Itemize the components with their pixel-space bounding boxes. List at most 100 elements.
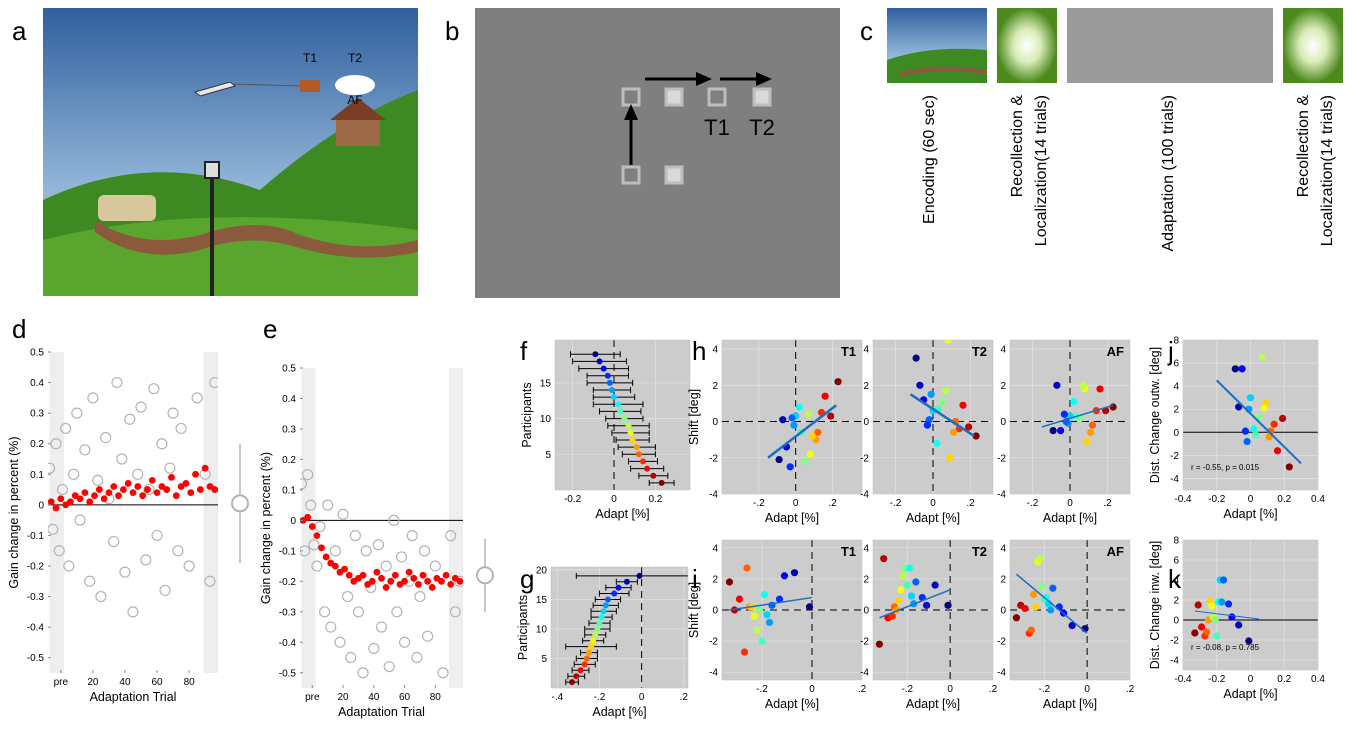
- data-point: [77, 496, 83, 502]
- y-tick-label: 0: [863, 606, 869, 617]
- y-tick-label: 2: [1173, 405, 1179, 416]
- y-tick-label: 0.5: [30, 348, 44, 359]
- data-point: [946, 454, 953, 461]
- plot-area: [555, 340, 690, 490]
- data-point: [569, 679, 575, 685]
- data-point: [1242, 428, 1249, 435]
- data-point: [1203, 628, 1210, 635]
- annotation: r = -0.08, p = 0.785: [1191, 643, 1260, 652]
- y-tick-label: 6: [1173, 556, 1179, 567]
- data-point: [53, 505, 59, 511]
- data-point: [943, 387, 950, 394]
- data-point: [807, 451, 814, 458]
- data-point: [626, 423, 632, 429]
- data-point: [1083, 438, 1090, 445]
- data-point: [950, 429, 957, 436]
- data-point: [1250, 425, 1257, 432]
- x-tick-label: -.4: [551, 692, 563, 703]
- x-tick-label: 0.2: [1277, 674, 1291, 685]
- data-point: [1096, 385, 1103, 392]
- y-tick-label: -2: [1170, 636, 1179, 647]
- data-point: [420, 572, 426, 578]
- step-label: Recollection &: [1009, 95, 1026, 198]
- data-point: [601, 366, 607, 372]
- x-tick-label: 0.2: [1277, 494, 1291, 505]
- y-tick-label: 0.1: [282, 485, 296, 496]
- data-point: [736, 596, 743, 603]
- x-tick-label: 0: [1248, 674, 1254, 685]
- data-point: [202, 465, 208, 471]
- x-tick-label: -.2: [890, 498, 902, 509]
- data-point: [305, 515, 311, 521]
- data-point: [796, 403, 803, 410]
- step-label: Localization(14 trials): [1319, 95, 1336, 246]
- data-point: [212, 487, 218, 493]
- data-point: [1013, 614, 1020, 621]
- data-point: [97, 487, 103, 493]
- data-point: [1039, 583, 1046, 590]
- y-tick-label: -0.1: [279, 546, 297, 557]
- y-tick-label: -0.5: [27, 653, 45, 664]
- data-point: [791, 569, 798, 576]
- panel-letter: d: [12, 314, 26, 344]
- y-tick-label: 0: [1000, 417, 1006, 428]
- data-point: [916, 382, 923, 389]
- panel-letter: e: [263, 314, 277, 344]
- data-point: [87, 499, 93, 505]
- x-axis-label: Adapt [%]: [1043, 511, 1097, 525]
- y-tick-label: 4: [863, 543, 869, 554]
- data-point: [766, 619, 773, 626]
- x-tick-label: -0.4: [1174, 494, 1192, 505]
- y-tick-label: 20: [536, 565, 548, 576]
- data-point: [1279, 415, 1286, 422]
- data-point: [116, 493, 122, 499]
- data-point: [346, 572, 352, 578]
- data-point: [1260, 404, 1267, 411]
- data-point: [880, 555, 887, 562]
- y-tick-label: 0.2: [282, 455, 296, 466]
- x-tick-label: 0.2: [648, 494, 662, 505]
- x-tick-label: -0.2: [564, 494, 582, 505]
- x-tick-label: -.2: [1038, 684, 1050, 695]
- x-tick-label: 0: [611, 494, 617, 505]
- data-point: [1228, 613, 1235, 620]
- panel-title: AF: [1107, 544, 1124, 559]
- y-tick-label: -2: [997, 453, 1006, 464]
- y-tick-label: -4: [709, 490, 718, 501]
- y-tick-label: 2: [1000, 381, 1006, 392]
- x-axis-label: Adaptation Trial: [338, 705, 425, 719]
- data-point: [1259, 354, 1266, 361]
- data-point: [333, 563, 339, 569]
- data-point: [383, 585, 389, 591]
- data-point: [1070, 398, 1077, 405]
- y-tick-label: 8: [1173, 536, 1179, 547]
- y-tick-label: 4: [1000, 543, 1006, 554]
- data-point: [624, 579, 630, 585]
- data-point: [761, 591, 768, 598]
- data-point: [584, 655, 590, 661]
- data-point: [1030, 591, 1037, 598]
- target-label: T1: [704, 115, 730, 140]
- x-tick-label: -.2: [753, 498, 765, 509]
- data-point: [801, 458, 808, 465]
- x-tick-label: -.2: [901, 684, 913, 695]
- y-tick-label: 2: [712, 381, 718, 392]
- y-tick-label: 10: [536, 624, 548, 635]
- x-axis-label: Adapt [%]: [1223, 507, 1277, 521]
- chart: 51015-0.200.2Adapt [%]Participants: [520, 340, 690, 521]
- data-point: [822, 393, 829, 400]
- data-point: [756, 606, 763, 613]
- data-point: [776, 456, 783, 463]
- data-point: [1028, 627, 1035, 634]
- y-tick-label: 4: [712, 345, 718, 356]
- data-point: [164, 487, 170, 493]
- data-point: [944, 602, 951, 609]
- data-point: [111, 484, 117, 490]
- panel-c-thumbnails: [887, 8, 1343, 83]
- data-point: [912, 578, 919, 585]
- y-tick-label: -4: [997, 668, 1006, 679]
- data-point: [592, 632, 598, 638]
- data-point: [1225, 600, 1232, 607]
- data-point: [125, 481, 131, 487]
- data-point: [1235, 621, 1242, 628]
